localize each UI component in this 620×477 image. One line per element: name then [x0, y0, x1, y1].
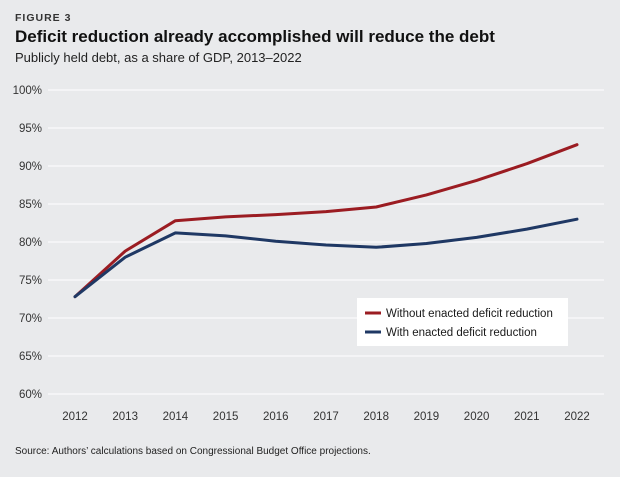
- source-note: Source: Authors’ calculations based on C…: [15, 446, 371, 457]
- x-tick-label: 2019: [414, 411, 440, 423]
- x-tick-label: 2012: [62, 411, 88, 423]
- y-tick-label: 85%: [19, 199, 42, 211]
- x-tick-label: 2015: [213, 411, 239, 423]
- legend: Without enacted deficit reduction With en…: [357, 298, 568, 346]
- y-tick-label: 80%: [19, 237, 42, 249]
- y-tick-label: 90%: [19, 161, 42, 173]
- series-lines: [73, 143, 579, 299]
- y-tick-label: 70%: [19, 313, 42, 325]
- x-tick-label: 2017: [313, 411, 339, 423]
- y-axis-ticks: 60% 65% 70% 75% 80% 85% 90% 95% 100%: [13, 85, 42, 401]
- y-tick-label: 65%: [19, 351, 42, 363]
- x-axis-ticks: 2012 2013 2014 2015 2016 2017 2018 2019 2020 2021…: [62, 411, 590, 423]
- y-tick-label: 100%: [13, 85, 42, 97]
- x-tick-label: 2013: [112, 411, 138, 423]
- chart-title: Deficit reduction already accomplished w…: [15, 27, 495, 46]
- legend-label: Without enacted deficit reduction: [386, 308, 553, 320]
- y-tick-label: 60%: [19, 389, 42, 401]
- x-tick-label: 2020: [464, 411, 490, 423]
- x-tick-label: 2014: [163, 411, 189, 423]
- gridlines: [48, 89, 604, 395]
- y-tick-label: 95%: [19, 123, 42, 135]
- x-tick-label: 2018: [363, 411, 389, 423]
- x-tick-label: 2016: [263, 411, 289, 423]
- x-tick-label: 2022: [564, 411, 590, 423]
- series-line-with-reduction: [73, 217, 579, 299]
- chart-subtitle: Publicly held debt, as a share of GDP, 2…: [15, 50, 302, 65]
- legend-box: [357, 298, 568, 346]
- x-tick-label: 2021: [514, 411, 540, 423]
- figure-label: FIGURE 3: [15, 12, 72, 24]
- y-tick-label: 75%: [19, 275, 42, 287]
- legend-label: With enacted deficit reduction: [386, 327, 537, 339]
- series-line-without-reduction: [73, 143, 579, 299]
